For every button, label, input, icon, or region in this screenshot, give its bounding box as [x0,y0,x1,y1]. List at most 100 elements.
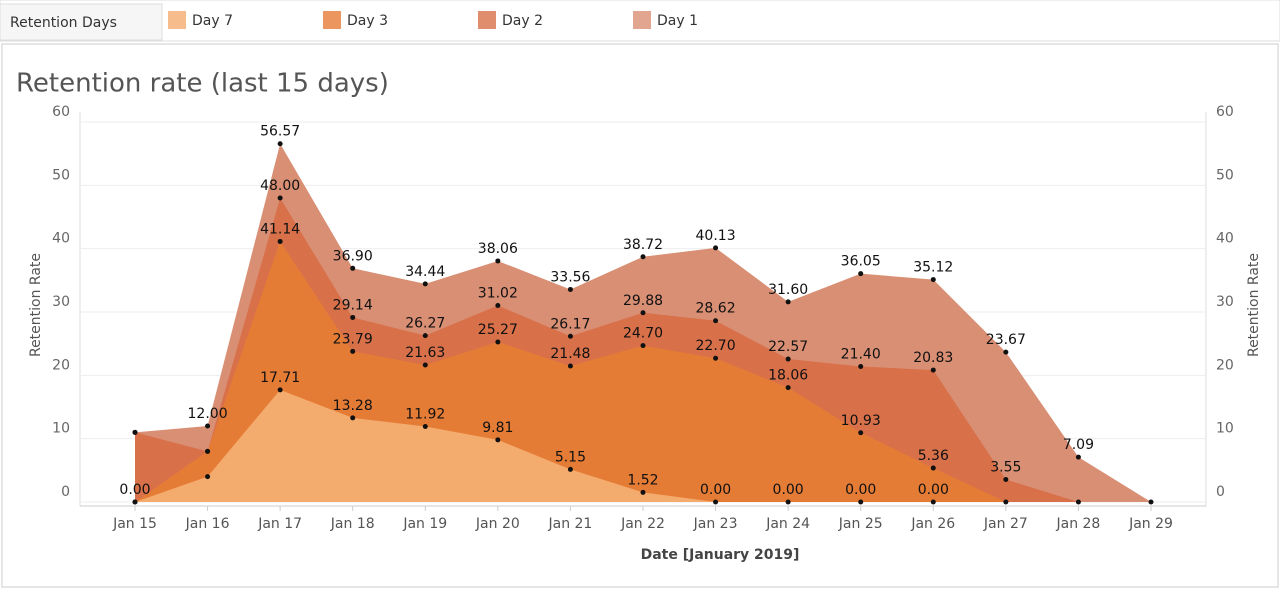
chart-title: Retention rate (last 15 days) [16,69,389,99]
point [205,448,211,454]
area [135,389,934,502]
point [422,333,428,339]
x-tick-label: Jan 18 [330,516,375,532]
value-label: 25.27 [478,322,518,338]
point [495,303,501,309]
value-label: 34.44 [405,264,445,280]
x-tick-label: Jan 24 [765,516,810,532]
point [350,314,356,320]
legend-header [0,3,163,41]
y-tick-label: 60 [52,104,70,120]
value-label: 23.79 [333,331,373,347]
point [277,195,283,201]
point [422,424,428,430]
point [422,281,428,287]
point [495,258,501,264]
value-label: 36.90 [333,248,373,264]
x-tick-label: Jan 29 [1128,516,1173,532]
legend-label: Day 1 [657,13,698,29]
point [422,362,428,368]
x-axis-title: Date [January 2019] [641,547,800,563]
y-tick-label: 20 [52,357,70,373]
point [1003,477,1009,483]
value-label: 26.27 [405,316,445,332]
point [785,499,791,505]
value-label: 0.00 [773,482,804,498]
value-label: 21.63 [405,345,445,361]
point [132,499,138,505]
x-tick-label: Jan 16 [185,516,230,532]
value-label: 0.00 [845,482,876,498]
y2-tick-label: 40 [1216,231,1234,247]
point [858,499,864,505]
point [567,286,573,292]
point [930,465,936,471]
x-tick-label: Jan 26 [910,516,955,532]
value-label: 38.72 [623,237,663,253]
point [640,343,646,349]
value-label: 0.00 [119,482,150,498]
value-label: 9.81 [482,420,513,436]
value-label: 3.55 [990,460,1021,476]
y2-tick-label: 0 [1216,484,1225,500]
value-label: 0.00 [700,482,731,498]
value-label: 26.17 [550,316,590,332]
y2-tick-label: 20 [1216,357,1234,373]
x-tick-label: Jan 23 [693,516,738,532]
value-label: 38.06 [478,241,518,257]
point [930,499,936,505]
point [713,499,719,505]
value-label: 35.12 [913,260,953,276]
value-label: 33.56 [550,269,590,285]
value-label: 13.28 [333,398,373,414]
point [567,466,573,472]
x-tick-label: Jan 21 [547,516,592,532]
legend-title: Retention Days [10,15,117,31]
point [567,363,573,369]
point [640,489,646,495]
point [350,415,356,421]
legend-swatch [168,11,186,29]
point [1003,349,1009,355]
point [858,430,864,436]
value-label: 40.13 [696,228,736,244]
value-label: 36.05 [841,254,881,270]
y2-tick-label: 60 [1216,104,1234,120]
value-label: 22.70 [696,338,736,354]
point [495,437,501,443]
point [930,367,936,373]
y2-axis-title: Retention Rate [1246,253,1262,357]
point [640,254,646,260]
x-tick-label: Jan 28 [1055,516,1100,532]
point [930,277,936,283]
value-label: 11.92 [405,407,445,423]
point [785,356,791,362]
point [205,474,211,480]
x-tick-label: Jan 19 [402,516,447,532]
value-label: 29.88 [623,293,663,309]
legend-label: Day 7 [192,13,233,29]
value-label: 24.70 [623,326,663,342]
y-tick-label: 30 [52,294,70,310]
point [277,238,283,244]
value-label: 29.14 [333,297,373,313]
value-label: 18.06 [768,368,808,384]
y2-tick-label: 50 [1216,167,1234,183]
point [132,429,138,435]
legend-swatch [478,11,496,29]
point [1075,499,1081,505]
value-label: 28.62 [696,301,736,317]
y2-tick-label: 10 [1216,421,1234,437]
value-label: 22.57 [768,339,808,355]
point [1003,499,1009,505]
y-tick-label: 50 [52,167,70,183]
value-label: 5.36 [918,448,949,464]
x-tick-label: Jan 22 [620,516,665,532]
y2-tick-label: 30 [1216,294,1234,310]
value-label: 48.00 [260,178,300,194]
y-axis-title: Retention Rate [28,253,44,357]
point [205,423,211,429]
point [640,310,646,316]
legend-swatch [633,11,651,29]
